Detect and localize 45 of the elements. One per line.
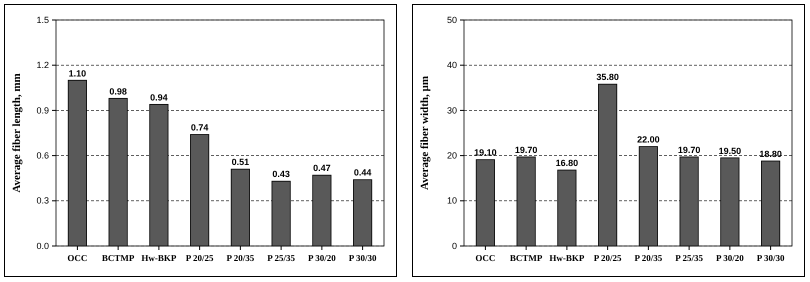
data-label: 1.10 (68, 68, 86, 78)
x-tick-label: BCTMP (102, 253, 135, 263)
x-tick-label: P 30/20 (716, 253, 744, 263)
x-tick-label: P 30/20 (308, 253, 336, 263)
y-tick-label: 50 (446, 14, 457, 25)
y-tick-label: 1.5 (36, 14, 49, 25)
data-label: 19.10 (474, 148, 497, 158)
x-tick-label: Hw-BKP (141, 253, 177, 263)
y-tick-label: 0.6 (36, 150, 49, 160)
x-tick-label: P 30/30 (756, 253, 785, 263)
y-tick-label: 0.0 (36, 240, 49, 251)
data-label: 0.94 (150, 92, 168, 102)
y-tick-label: 30 (446, 105, 457, 116)
y-tick-label: 1.2 (36, 60, 49, 70)
data-label: 0.74 (190, 122, 208, 133)
x-tick-label: Hw-BKP (549, 253, 585, 263)
data-label: 0.44 (354, 168, 372, 178)
y-tick-label: 20 (446, 150, 457, 160)
x-tick-label: P 25/35 (267, 253, 296, 263)
data-label: 0.47 (313, 163, 331, 174)
data-label: 19.70 (514, 144, 538, 155)
x-tick-label: P 20/25 (186, 253, 214, 263)
y-tick-label: 0.3 (36, 196, 49, 206)
data-label: 35.80 (596, 72, 619, 82)
y-tick-label: 0.9 (36, 105, 49, 116)
y-tick-label: 10 (446, 196, 457, 206)
data-label: 0.43 (272, 169, 290, 180)
x-tick-label: OCC (67, 253, 88, 263)
x-tick-label: P 30/30 (348, 253, 377, 263)
data-label: 0.98 (109, 86, 127, 96)
x-tick-label: P 20/35 (226, 253, 255, 263)
data-label: 0.51 (232, 157, 250, 168)
data-label: 16.80 (556, 158, 578, 168)
data-label: 22.00 (637, 134, 660, 145)
x-tick-label: OCC (475, 253, 496, 263)
y-axis-title: Average fiber width, µm (419, 76, 431, 190)
x-tick-label: P 25/35 (675, 253, 704, 263)
y-tick-label: 0 (452, 240, 457, 251)
data-label: 19.70 (678, 144, 700, 155)
x-tick-label: P 20/35 (634, 253, 663, 263)
y-axis-title: Average fiber length, mm (11, 73, 23, 193)
x-tick-label: P 20/25 (594, 253, 622, 263)
x-tick-label: BCTMP (510, 253, 543, 263)
data-label: 19.50 (718, 146, 742, 156)
y-tick-label: 40 (446, 60, 457, 70)
